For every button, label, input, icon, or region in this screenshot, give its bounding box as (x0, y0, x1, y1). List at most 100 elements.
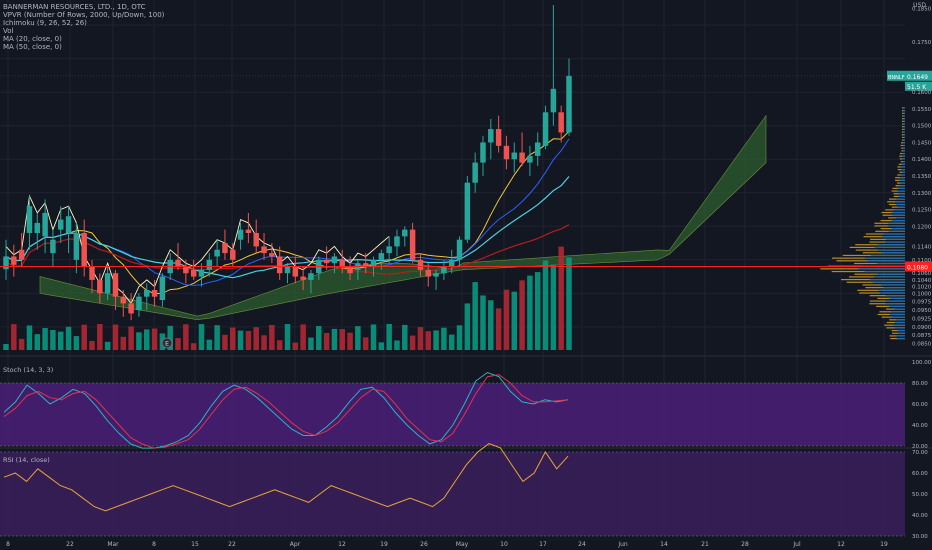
lagging-span-line (5, 194, 390, 305)
vpvr-bar (885, 241, 905, 243)
vpvr-bar (903, 107, 905, 109)
vpvr-bar (896, 335, 905, 337)
candle (183, 259, 189, 284)
vpvr-bar (903, 128, 905, 131)
vpvr-bar (903, 110, 905, 112)
last-price-label: 0.1649 (907, 74, 928, 81)
vpvr-bar (870, 254, 905, 257)
candle (542, 105, 549, 150)
volume-bar (331, 328, 338, 350)
candle (566, 58, 572, 136)
vpvr-bar (902, 144, 905, 147)
vpvr-bar (897, 190, 905, 192)
volume-bar (527, 275, 533, 350)
candle (261, 232, 267, 260)
indicator-vol[interactable]: Vol (3, 27, 14, 35)
candle-body (89, 266, 95, 280)
indicator-vpvr[interactable]: VPVR (Number Of Rows, 2000, Up/Down, 100… (3, 11, 165, 19)
vpvr-bar (881, 284, 905, 286)
vpvr-bar (872, 281, 905, 283)
candle-body (198, 269, 205, 277)
volume-bar (190, 343, 197, 350)
candle (464, 176, 471, 244)
volume-bar (464, 303, 471, 350)
stoch-series-line (3, 371, 569, 449)
candle (386, 236, 392, 264)
volume-bar (472, 282, 478, 350)
candle (292, 256, 299, 284)
volume-bar (550, 264, 557, 350)
candle-body (34, 222, 41, 233)
candle-body (542, 112, 549, 146)
volume-bar (503, 289, 510, 350)
candle (198, 263, 205, 287)
candle-body (480, 142, 486, 163)
symbol-tag-box (887, 70, 905, 81)
candle-body (417, 259, 424, 270)
date-tick-label: 10 (500, 541, 508, 548)
indicator-ichimoku[interactable]: Ichimoku (9, 26, 52, 26) (3, 19, 87, 27)
rsi-tick-label: 70.00 (912, 450, 928, 456)
candle (214, 239, 220, 267)
candle-body (190, 269, 197, 277)
vpvr-bar (896, 203, 905, 206)
candle (206, 253, 213, 277)
candle (409, 222, 416, 264)
candle-body (245, 229, 252, 233)
candle-body (308, 273, 314, 280)
candle-body (370, 259, 377, 267)
price-tick-label: 0.1140 (912, 244, 932, 250)
vpvr-bar (858, 268, 905, 270)
vpvr-bar (892, 316, 905, 318)
candle (394, 229, 400, 257)
candle (527, 145, 533, 176)
candle (175, 243, 181, 270)
vpvr-bar (896, 198, 905, 200)
volume-bar (198, 324, 205, 350)
candle-body (456, 239, 463, 260)
volume-bar (261, 335, 267, 350)
volume-bar (417, 327, 424, 350)
volume-bar (167, 325, 173, 350)
candle (18, 232, 25, 267)
volume-bar (566, 257, 572, 350)
price-tick-label: 0.0900 (912, 325, 932, 331)
date-tick-label: May (456, 541, 469, 548)
candle-body (331, 256, 338, 264)
vpvr-bar (903, 150, 905, 152)
candle-body (558, 112, 564, 133)
chart-title[interactable]: BANNERMAN RESOURCES, LTD., 1D, OTC (3, 3, 146, 11)
candle-body (50, 239, 56, 254)
date-tick-label: Jun (617, 541, 628, 548)
stoch-pane (0, 371, 905, 449)
candle-body (433, 273, 439, 277)
indicator-ma20[interactable]: MA (20, close, 0) (3, 35, 62, 43)
currency-label: USD (913, 2, 926, 9)
vpvr-bar (902, 160, 905, 163)
price-tick-label: 0.1060 (912, 271, 932, 277)
rsi-tick-label: 40.00 (912, 513, 928, 519)
stoch-tick-label: 40.00 (912, 423, 928, 429)
volume-bar (144, 329, 150, 350)
vpvr-bar (877, 273, 905, 275)
price-tick-label: 0.1100 (912, 258, 932, 264)
candle (89, 259, 95, 294)
volume-bar (81, 324, 87, 350)
volume-bar (50, 330, 56, 350)
date-tick-label: 28 (741, 541, 749, 548)
candle-body (495, 129, 502, 146)
volume-bar (18, 338, 25, 350)
rsi-tick-label: 50.00 (912, 492, 928, 498)
candle-body (378, 253, 385, 260)
price-tick-label: 0.1000 (912, 291, 932, 297)
candle (300, 266, 306, 290)
candle (448, 249, 455, 274)
candle-body (261, 246, 267, 254)
candle-body (112, 273, 119, 297)
candle (97, 273, 103, 304)
date-tick-label: 26 (420, 541, 428, 548)
volume-bar (534, 272, 541, 350)
price-tick-label: 0.0875 (912, 333, 932, 339)
indicator-ma50[interactable]: MA (50, close, 0) (3, 43, 62, 51)
